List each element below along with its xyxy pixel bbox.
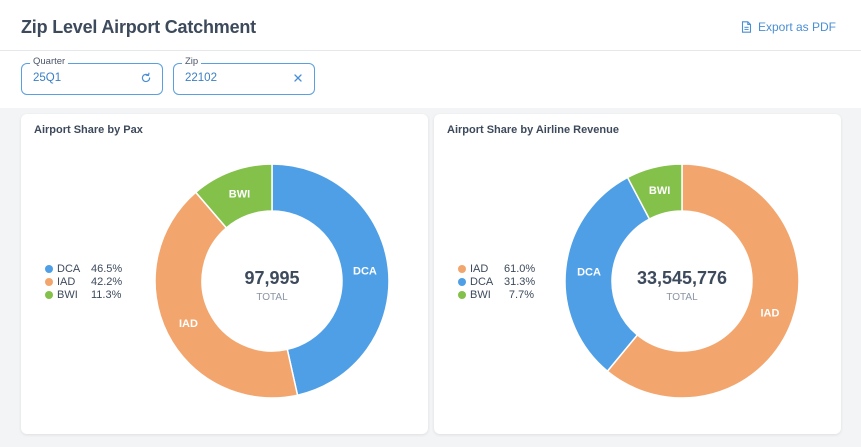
total-value: 33,545,776 [637, 268, 727, 288]
donut-segment-bwi[interactable] [194, 163, 273, 229]
legend-item: IAD 42.2% [45, 275, 123, 288]
pax-donut-chart: DCA IAD BWI 97,995 TOTAL [154, 163, 390, 399]
legend-swatch [458, 264, 466, 273]
legend-value: 31.3% [504, 275, 536, 288]
export-pdf-button[interactable]: Export as PDF [741, 20, 836, 34]
donut-segment-bwi[interactable] [626, 163, 683, 221]
total-value: 97,995 [244, 268, 299, 288]
segment-label: IAD [179, 318, 198, 330]
segment-label: BWI [649, 185, 670, 197]
zip-field-label: Zip [182, 56, 202, 68]
quarter-field-value: 25Q1 [33, 72, 62, 84]
refresh-icon[interactable] [139, 71, 153, 85]
legend-swatch [458, 290, 466, 299]
legend-item: BWI 7.7% [458, 288, 534, 301]
legend-value: 7.7% [508, 288, 534, 301]
legend-item: IAD 61.0% [458, 262, 536, 275]
donut-segment-iad[interactable] [154, 191, 299, 399]
legend-swatch [45, 264, 53, 273]
legend-value: 11.3% [91, 288, 122, 301]
chart-title: Airport Share by Pax [34, 124, 143, 136]
segment-label: IAD [760, 308, 779, 320]
export-pdf-label: Export as PDF [757, 20, 836, 34]
revenue-donut-chart: IAD DCA BWI 33,545,776 TOTAL [564, 163, 800, 399]
legend-item: BWI 11.3% [45, 288, 121, 301]
legend-label: DCA [57, 262, 81, 275]
segment-label: BWI [229, 188, 250, 200]
legend-label: BWI [470, 288, 491, 301]
legend-label: DCA [470, 275, 494, 288]
clear-icon[interactable] [291, 71, 305, 85]
legend-label: IAD [470, 262, 489, 275]
segment-label: DCA [577, 266, 601, 278]
segment-label: DCA [353, 266, 377, 278]
legend-label: BWI [57, 288, 78, 301]
revenue-share-card: Airport Share by Airline Revenue IAD 61.… [434, 114, 841, 434]
legend-item: DCA 46.5% [45, 262, 123, 275]
pdf-file-icon [741, 21, 752, 33]
legend-value: 46.5% [91, 262, 123, 275]
donut-segment-dca[interactable] [564, 176, 651, 373]
chart-title: Airport Share by Airline Revenue [447, 124, 619, 136]
legend-swatch [45, 277, 53, 286]
quarter-field-label: Quarter [30, 56, 69, 68]
app-header: Zip Level Airport Catchment Export as PD… [0, 0, 861, 51]
zip-field-value: 22102 [185, 72, 217, 84]
total-label: TOTAL [256, 292, 288, 303]
chart-legend: IAD 61.0% DCA 31.3% BWI 7.7% [458, 262, 536, 301]
page-title: Zip Level Airport Catchment [21, 17, 256, 37]
legend-label: IAD [57, 275, 76, 288]
chart-legend: DCA 46.5% IAD 42.2% BWI 11.3% [45, 262, 123, 301]
legend-item: DCA 31.3% [458, 275, 536, 288]
total-label: TOTAL [666, 292, 698, 303]
filter-bar: Quarter 25Q1 Zip 22102 [0, 51, 861, 108]
donut-segment-iad[interactable] [606, 163, 800, 399]
legend-swatch [45, 290, 53, 299]
donut-segment-dca[interactable] [271, 163, 390, 397]
legend-value: 61.0% [504, 262, 536, 275]
legend-value: 42.2% [91, 275, 123, 288]
pax-share-card: Airport Share by Pax DCA 46.5% IAD 42.2%… [21, 114, 428, 434]
legend-swatch [458, 277, 466, 286]
quarter-select[interactable]: Quarter 25Q1 [21, 56, 163, 95]
zip-input[interactable]: Zip 22102 [173, 56, 315, 95]
